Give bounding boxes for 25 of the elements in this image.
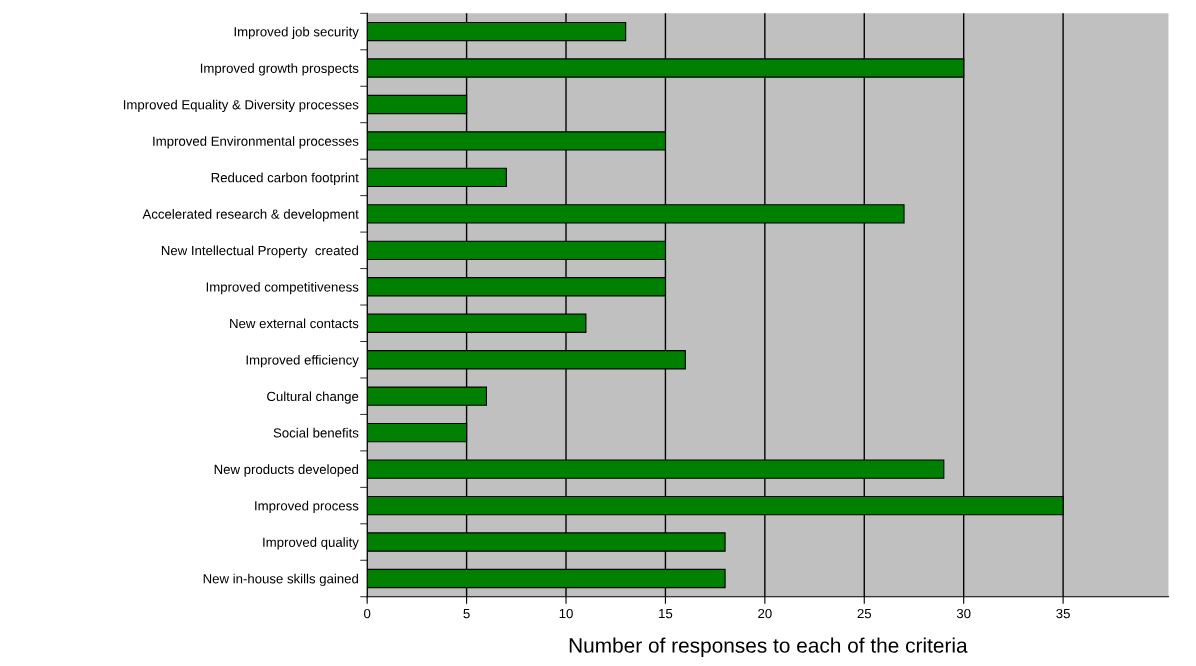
y-tick-label: Improved Equality & Diversity processes	[123, 99, 359, 112]
x-tick-label: 25	[857, 608, 872, 619]
y-tick-label: Improved efficiency	[246, 354, 359, 368]
y-tick-label: New Intellectual Property created	[161, 245, 358, 258]
y-tick-label: Social benefits	[273, 427, 359, 438]
y-tick-label: Accelerated research & development	[142, 209, 359, 222]
y-tick-label: Cultural change	[267, 391, 359, 404]
x-tick-label: 10	[559, 608, 573, 619]
y-tick-label: Improved job security	[234, 26, 359, 40]
y-tick-label: Reduced carbon footprint	[211, 172, 359, 185]
x-tick-label: 30	[956, 608, 971, 619]
y-tick-label: Improved growth prospects	[200, 63, 359, 76]
x-tick-label: 5	[463, 609, 470, 619]
x-axis-title: Number of responses to each of the criteria	[569, 637, 968, 657]
y-tick-label: New in-house skills gained	[203, 573, 358, 587]
x-tick-label: 15	[659, 609, 673, 619]
x-tick-label: 35	[1056, 608, 1070, 619]
x-tick-label: 0	[364, 608, 371, 619]
y-tick-label: Improved Environmental processes	[153, 136, 359, 149]
y-tick-label: New products developed	[214, 464, 358, 477]
y-tick-label: New external contacts	[230, 318, 359, 329]
y-tick-label: Improved process	[255, 500, 359, 514]
y-tick-label: Improved quality	[263, 537, 359, 550]
y-tick-label: Improved competitiveness	[206, 282, 359, 295]
x-tick-label: 20	[758, 608, 772, 619]
